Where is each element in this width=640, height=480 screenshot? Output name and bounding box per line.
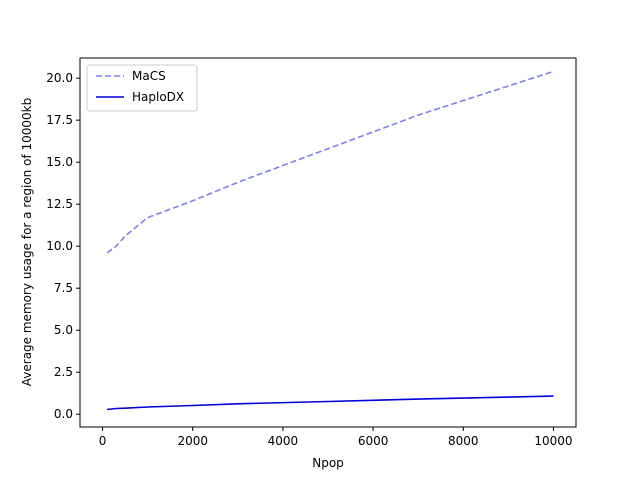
y-tick-label: 0.0: [54, 407, 73, 421]
y-tick-label: 5.0: [54, 323, 73, 337]
series-line-haplodx: [107, 395, 554, 411]
y-tick-label: 12.5: [46, 197, 73, 211]
x-axis-ticks: 0 2000 4000 6000 8000 10000: [99, 427, 573, 448]
x-tick-label: 10000: [534, 434, 572, 448]
x-tick-label: 0: [99, 434, 107, 448]
x-axis-label: Npop: [312, 456, 344, 470]
y-tick-label: 17.5: [46, 113, 73, 127]
series-layer: [106, 70, 554, 411]
plot-frame: [79, 57, 577, 428]
x-tick-label: 4000: [268, 434, 299, 448]
x-tick-label: 8000: [448, 434, 479, 448]
legend-label-macs: MaCS: [132, 69, 166, 83]
y-tick-label: 20.0: [46, 71, 73, 85]
y-tick-label: 15.0: [46, 155, 73, 169]
y-axis-label: Average memory usage for a region of 100…: [20, 98, 34, 386]
y-tick-label: 10.0: [46, 239, 73, 253]
y-tick-label: 2.5: [54, 365, 73, 379]
legend: MaCS HaploDX: [86, 64, 198, 112]
y-tick-label: 7.5: [54, 281, 73, 295]
x-tick-label: 6000: [358, 434, 389, 448]
x-tick-label: 2000: [177, 434, 208, 448]
y-axis-ticks: 0.0 2.5 5.0 7.5 10.0 12.5 15.0 17.5 20.0: [46, 71, 80, 421]
series-line-macs: [106, 70, 554, 254]
legend-label-haplodx: HaploDX: [132, 90, 184, 104]
